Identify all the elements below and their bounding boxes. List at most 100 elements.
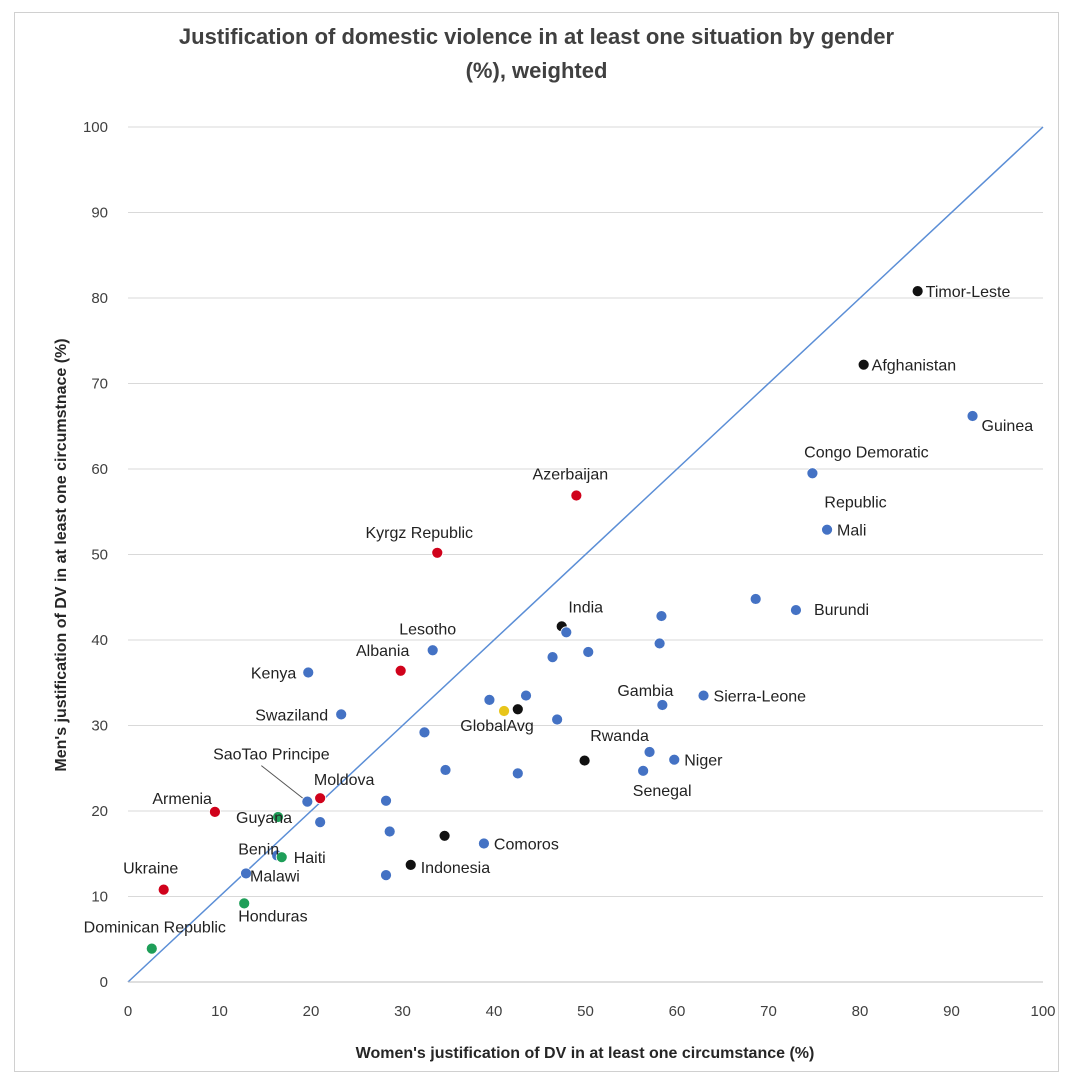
point-label: Moldova bbox=[314, 772, 375, 789]
data-point bbox=[749, 593, 762, 605]
y-axis-title: Men's justification of DV in at least on… bbox=[53, 338, 70, 771]
point-label: Benin bbox=[238, 841, 279, 858]
data-point bbox=[637, 764, 650, 777]
data-point bbox=[546, 651, 559, 663]
point-label: Niger bbox=[684, 753, 723, 770]
data-point bbox=[209, 805, 221, 818]
data-point bbox=[498, 705, 510, 717]
data-point bbox=[431, 546, 444, 559]
data-point bbox=[857, 358, 870, 371]
point-label: Congo Demoratic bbox=[804, 444, 929, 461]
point-label: India bbox=[568, 599, 603, 616]
y-tick-label: 50 bbox=[91, 547, 108, 564]
data-point bbox=[821, 523, 833, 536]
x-tick-label: 70 bbox=[760, 1003, 777, 1020]
data-point bbox=[439, 764, 452, 776]
leader-line bbox=[261, 765, 304, 799]
chart-title: Justification of domestic violence in at… bbox=[0, 20, 1073, 88]
x-tick-label: 10 bbox=[211, 1003, 228, 1020]
data-point bbox=[302, 666, 315, 679]
point-label: Burundi bbox=[814, 602, 869, 619]
x-tick-label: 0 bbox=[124, 1003, 132, 1020]
point-label: Comoros bbox=[494, 836, 559, 853]
point-label: Azerbaijan bbox=[533, 467, 609, 484]
x-tick-label: 100 bbox=[1030, 1003, 1055, 1020]
point-label: Afghanistan bbox=[872, 358, 957, 375]
data-point bbox=[656, 699, 669, 711]
data-point bbox=[238, 897, 251, 910]
x-tick-label: 40 bbox=[486, 1003, 503, 1020]
data-point bbox=[240, 867, 252, 880]
point-label: Mali bbox=[837, 523, 866, 540]
data-point bbox=[157, 883, 170, 896]
data-point bbox=[394, 664, 407, 677]
point-label: Lesotho bbox=[399, 621, 456, 638]
point-label: Kyrgz Republic bbox=[365, 525, 473, 542]
point-label: Senegal bbox=[633, 783, 692, 800]
y-tick-label: 80 bbox=[91, 290, 108, 307]
point-label: Republic bbox=[824, 494, 886, 511]
reference-diagonal-line bbox=[127, 126, 1044, 983]
data-point bbox=[314, 792, 327, 805]
x-axis-title: Women's justification of DV in at least … bbox=[356, 1045, 815, 1062]
data-point bbox=[314, 816, 327, 829]
data-point bbox=[272, 811, 284, 823]
chart-title-line-1: Justification of domestic violence in at… bbox=[178, 24, 895, 49]
data-point bbox=[380, 869, 392, 882]
leader-lines bbox=[261, 765, 304, 799]
data-point bbox=[578, 754, 591, 767]
y-tick-label: 60 bbox=[91, 461, 108, 478]
data-point bbox=[643, 746, 656, 758]
y-tick-label: 90 bbox=[91, 205, 108, 222]
data-point bbox=[655, 610, 668, 622]
chart-frame bbox=[14, 12, 1059, 1072]
x-tick-label: 60 bbox=[669, 1003, 686, 1020]
point-label: Ukraine bbox=[123, 861, 178, 878]
data-point bbox=[653, 637, 666, 650]
y-tick-label: 0 bbox=[100, 974, 108, 991]
point-label: Rwanda bbox=[590, 728, 649, 745]
y-tick-label: 70 bbox=[91, 376, 108, 393]
data-point bbox=[806, 467, 819, 480]
data-point bbox=[380, 794, 392, 807]
point-label: Dominican Republic bbox=[84, 920, 226, 937]
data-point bbox=[511, 703, 524, 716]
point-label: GlobalAvg bbox=[460, 718, 534, 735]
data-point bbox=[478, 837, 490, 850]
point-label: Kenya bbox=[251, 665, 296, 682]
data-point bbox=[418, 726, 431, 739]
point-label: SaoTao Principe bbox=[213, 747, 330, 764]
point-label: Malawi bbox=[250, 868, 300, 885]
data-point bbox=[966, 410, 979, 422]
data-point bbox=[404, 858, 417, 871]
data-point bbox=[383, 825, 396, 838]
data-point bbox=[551, 713, 564, 726]
data-point bbox=[570, 489, 583, 502]
y-tick-label: 30 bbox=[91, 718, 108, 735]
point-label: Swaziland bbox=[255, 707, 328, 724]
data-point bbox=[911, 285, 924, 298]
x-tick-label: 50 bbox=[577, 1003, 594, 1020]
point-label: Haiti bbox=[294, 850, 326, 867]
data-point bbox=[520, 689, 532, 702]
data-point bbox=[668, 753, 681, 766]
x-tick-label: 90 bbox=[943, 1003, 960, 1020]
x-tick-label: 30 bbox=[394, 1003, 411, 1020]
data-point bbox=[426, 644, 439, 657]
data-point bbox=[335, 708, 348, 721]
gridlines bbox=[128, 126, 1043, 897]
tick-labels: 0 10 20 30 40 50 60 70 80 90 100 0 10 20 30 40 50 60 70 80 9… bbox=[83, 119, 1056, 1020]
y-tick-label: 40 bbox=[91, 632, 108, 649]
data-points bbox=[145, 285, 979, 955]
data-point bbox=[145, 942, 158, 955]
point-label: Timor-Leste bbox=[926, 284, 1011, 301]
point-label: Sierra-Leone bbox=[714, 689, 807, 706]
point-label: Guinea bbox=[982, 418, 1034, 435]
data-point bbox=[275, 851, 288, 864]
data-point bbox=[697, 689, 710, 702]
y-tick-label: 100 bbox=[83, 119, 108, 136]
point-label: Guyana bbox=[236, 810, 292, 827]
point-label: Armenia bbox=[152, 791, 212, 808]
point-label: Albania bbox=[356, 643, 409, 660]
